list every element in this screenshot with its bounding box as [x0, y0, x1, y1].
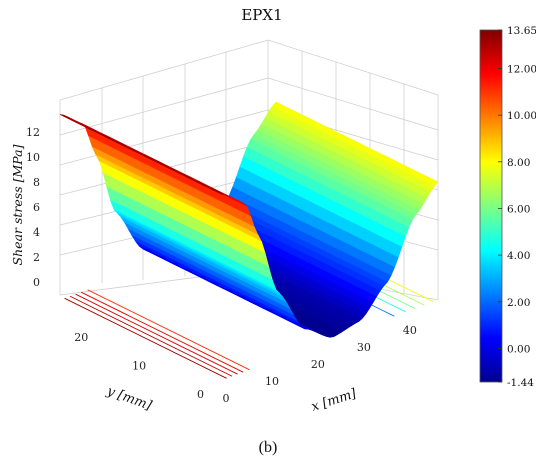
floor-contour-line	[64, 297, 227, 379]
colorbar-tick-label: 13.65	[507, 25, 536, 37]
colorbar-tick-label: 12.00	[507, 63, 536, 75]
floor-contour-line	[69, 295, 233, 377]
colorbar-tick-label: -1.44	[507, 377, 534, 389]
figure-caption: (b)	[259, 439, 278, 456]
z-axis-label: Shear stress [MPa]	[10, 144, 25, 265]
colorbar-ticks: 13.65 12.00 10.00 8.00 6.00 4.00 2.00 0.00 -1.44	[498, 25, 536, 389]
x-tick-label: 0	[223, 392, 230, 405]
stress-surface	[59, 101, 439, 338]
z-axis-ticks: 0 2 4 6 8 10 12	[26, 126, 40, 289]
colorbar	[479, 29, 503, 383]
colorbar-tick-label: 2.00	[507, 297, 530, 309]
colorbar-tick-label: 0.00	[507, 343, 530, 355]
x-tick-label: 20	[311, 358, 325, 371]
z-tick-label: 4	[33, 226, 40, 239]
z-tick-label: 8	[33, 176, 40, 189]
colorbar-tick-label: 8.00	[507, 157, 530, 169]
x-tick-label: 30	[357, 341, 371, 354]
colorbar-tick-label: 6.00	[507, 203, 530, 215]
z-tick-label: 10	[26, 151, 40, 164]
x-tick-label: 40	[403, 324, 417, 337]
x-tick-label: 10	[265, 375, 279, 388]
floor-contour-line	[75, 293, 238, 375]
y-tick-label: 0	[197, 388, 204, 401]
surface-patch	[420, 174, 439, 187]
y-tick-label: 10	[132, 359, 146, 372]
floor-contour-line	[80, 291, 244, 373]
floor-contour-line	[87, 289, 250, 371]
z-tick-label: 12	[26, 126, 40, 139]
x-axis-label: x [mm]	[310, 386, 360, 415]
z-tick-label: 0	[33, 276, 40, 289]
colorbar-tick-label: 10.00	[507, 110, 536, 122]
colorbar-tick-label: 4.00	[507, 250, 530, 262]
y-axis-ticks: 0 10 20	[74, 331, 204, 401]
y-axis-label: y [mm]	[104, 383, 154, 414]
chart-title: EPX1	[241, 6, 282, 24]
y-tick-label: 20	[74, 331, 88, 344]
z-tick-label: 2	[33, 251, 40, 264]
z-tick-label: 6	[33, 201, 40, 214]
x-axis-ticks: 0 10 20 30 40	[223, 324, 417, 405]
